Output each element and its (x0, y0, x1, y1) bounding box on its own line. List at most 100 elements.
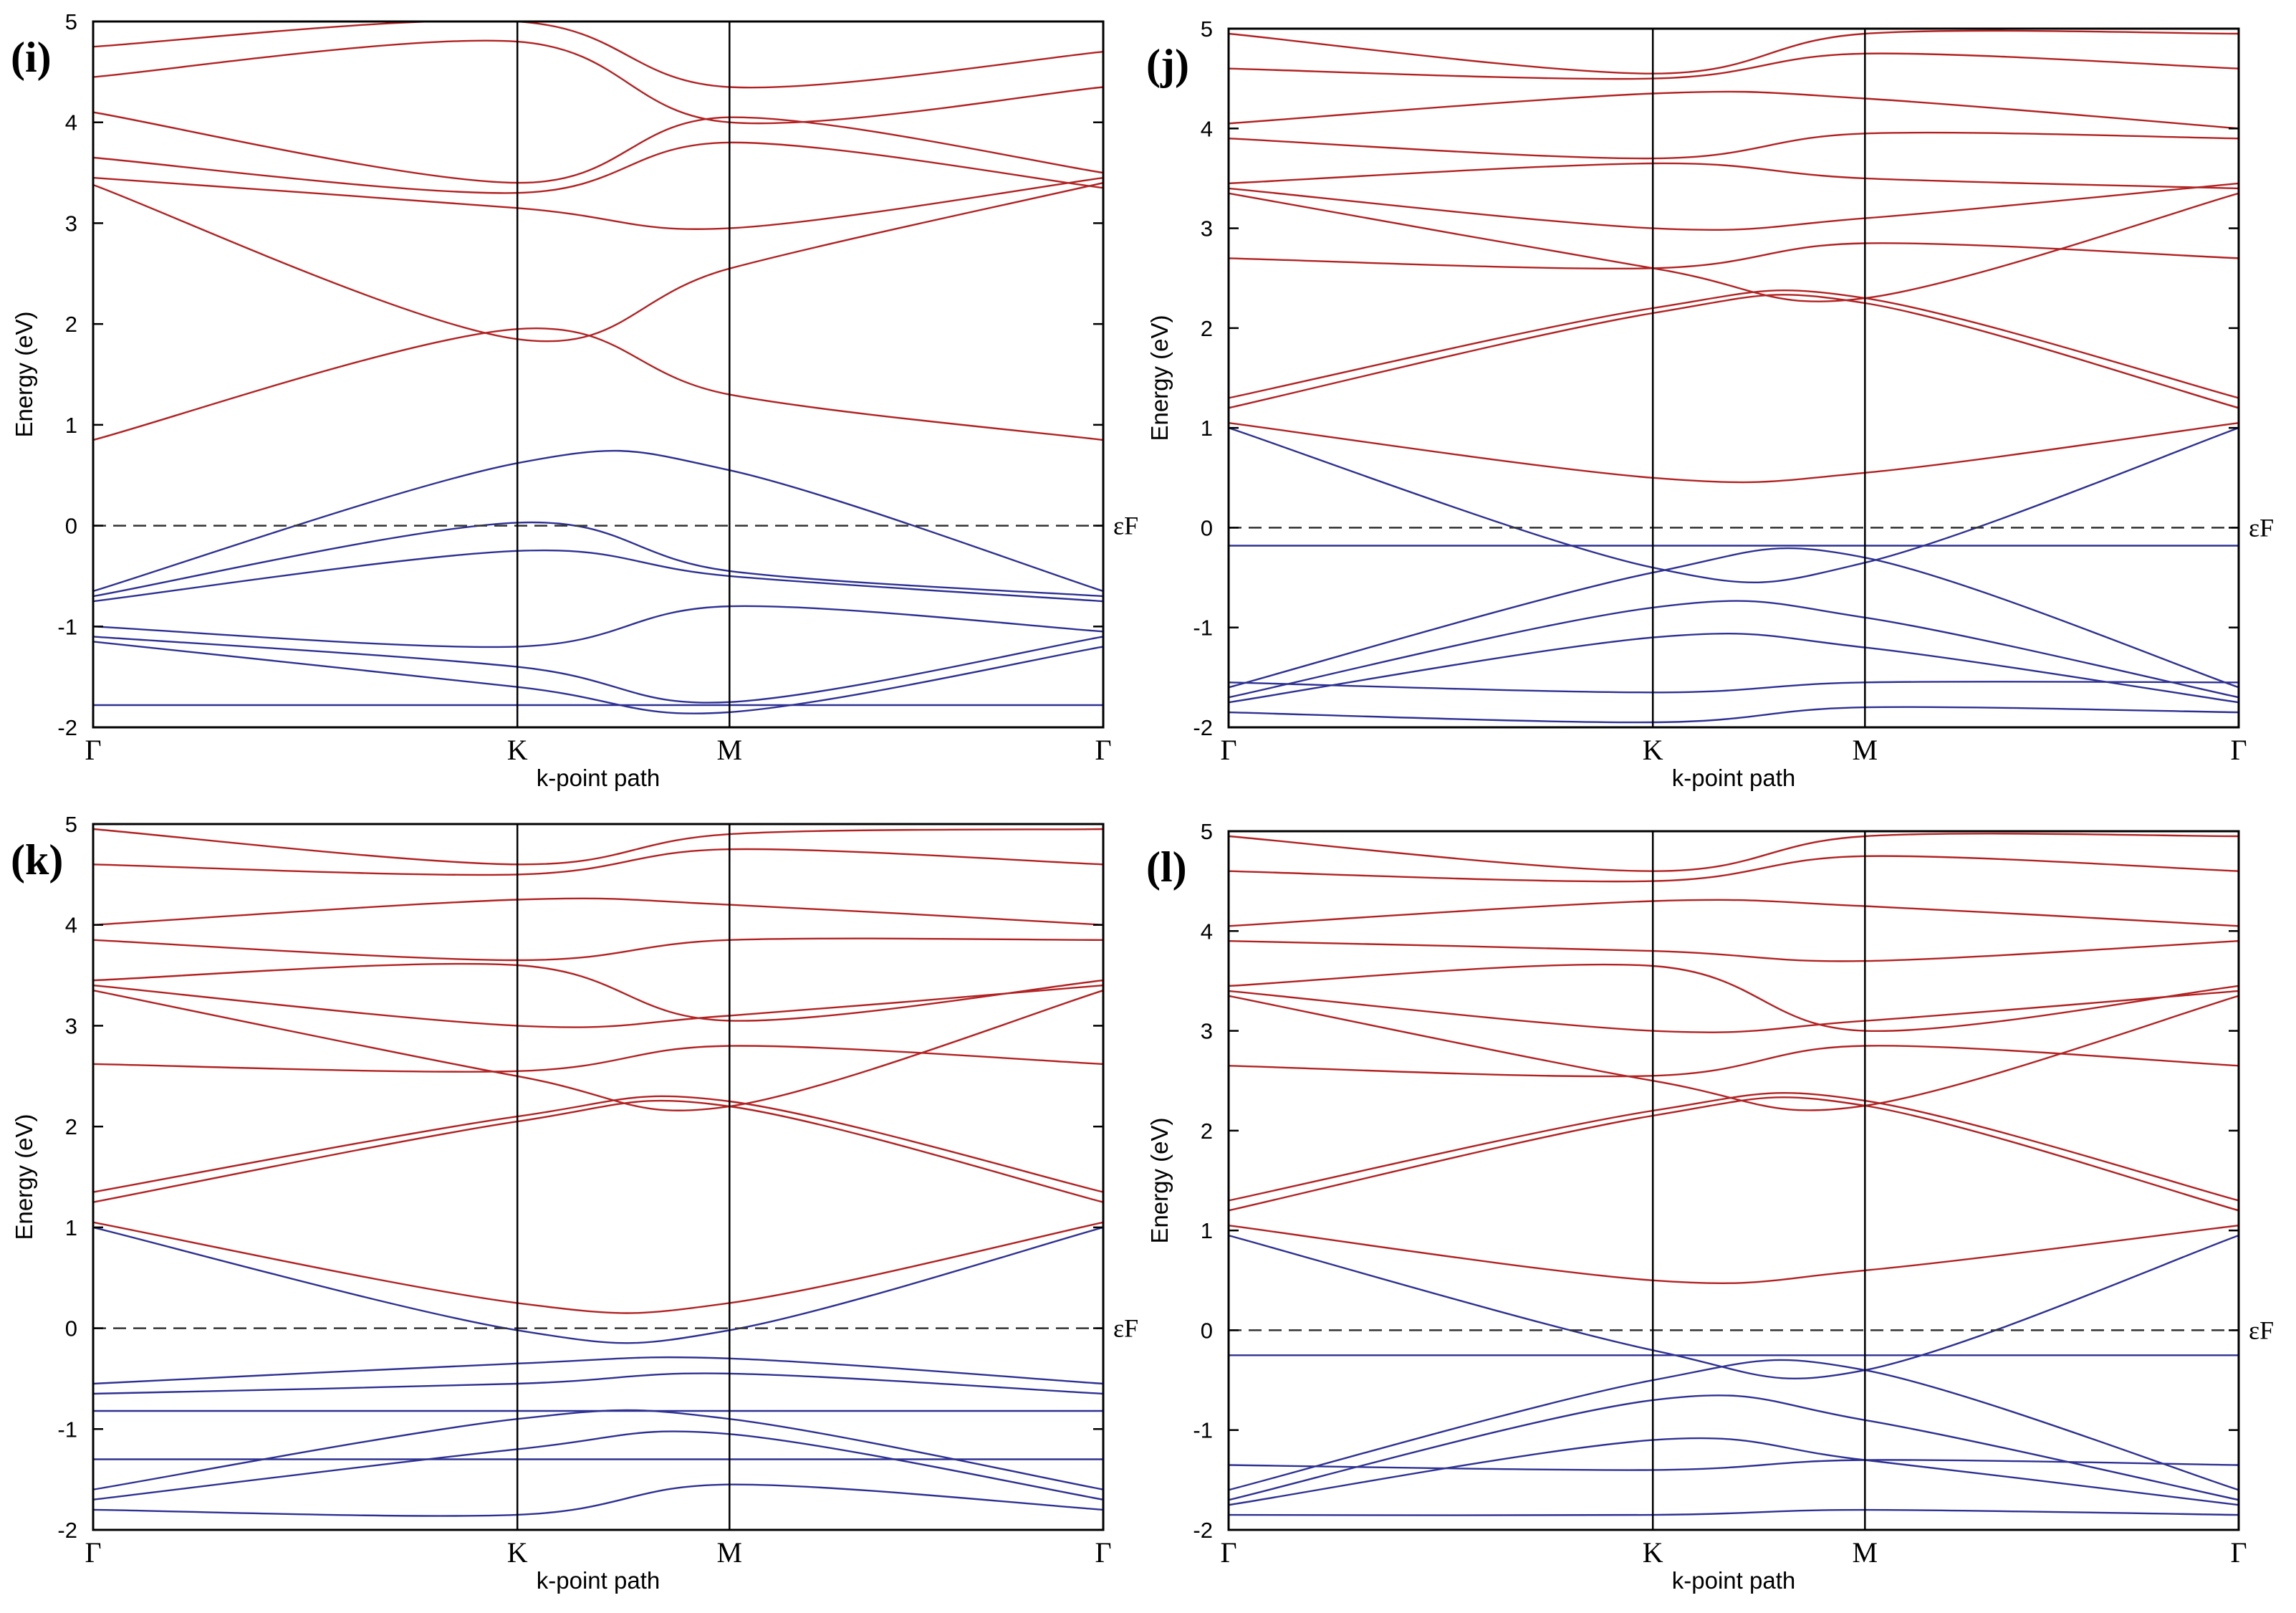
bands-group (1229, 833, 2239, 1516)
panel-label: (j) (1146, 41, 1189, 88)
k-point-label: M (1853, 734, 1878, 766)
k-point-label: Γ (1220, 1536, 1236, 1569)
y-tick-label: 4 (1201, 116, 1213, 141)
conduction-band-line (1229, 1096, 2239, 1212)
x-axis-title: k-point path (537, 765, 660, 791)
conduction-band-line (1229, 940, 2239, 962)
conduction-band-line (1229, 182, 2239, 231)
conduction-band-line (1229, 833, 2239, 872)
k-point-label: K (1643, 1536, 1663, 1569)
conduction-band-line (93, 828, 1103, 866)
fermi-level-label: εF (1113, 1314, 1138, 1343)
conduction-band-line (1229, 1225, 2239, 1285)
valence-band-line (1229, 1359, 2239, 1491)
conduction-band-line (93, 21, 1103, 89)
band-panel-2: -2 -1 0 1 2 3 4 5 Γ K M Γk-point path Energy (eV) (k)… (11, 812, 1138, 1594)
k-point-label: Γ (1095, 734, 1111, 766)
y-tick-label: 0 (1201, 1318, 1213, 1343)
valence-band-line (1229, 1437, 2239, 1506)
y-tick-label: -2 (1193, 715, 1213, 740)
valence-band-line (1229, 1508, 2239, 1516)
conduction-band-line (93, 176, 1103, 230)
y-tick-label: -1 (57, 1417, 77, 1442)
y-tick-label: 0 (65, 1316, 77, 1341)
y-tick-label: 3 (1201, 216, 1213, 241)
fermi-level-label: εF (2249, 1316, 2274, 1344)
valence-band-line (93, 1430, 1103, 1500)
conduction-band-line (93, 897, 1103, 926)
conduction-band-line (1229, 963, 2239, 1033)
valence-band-line (1229, 1459, 2239, 1471)
y-tick-label: 4 (1201, 919, 1213, 944)
conduction-band-line (93, 937, 1103, 962)
y-tick-label: 2 (65, 312, 77, 337)
y-tick-label: 5 (1201, 16, 1213, 42)
k-point-label: K (507, 734, 528, 766)
valence-band-line (1229, 547, 2239, 689)
plot-frame (92, 20, 1105, 729)
valence-band-line (1229, 600, 2239, 699)
conduction-band-line (93, 848, 1103, 876)
panel-label: (l) (1146, 843, 1187, 891)
valence-band-line (93, 1483, 1103, 1517)
conduction-band-line (93, 962, 1103, 1022)
plot-frame (1227, 27, 2240, 729)
conduction-band-line (1229, 995, 2239, 1111)
band-panel-0: -2 -1 0 1 2 3 4 5 Γ K M Γk-point path Energy (eV) (i)… (11, 9, 1138, 791)
conduction-band-line (93, 327, 1103, 441)
y-tick-label: 3 (65, 211, 77, 236)
k-point-label: Γ (2230, 1536, 2247, 1569)
y-tick-label: 5 (1201, 819, 1213, 844)
y-axis-title: Energy (eV) (11, 311, 37, 437)
valence-band-line (93, 1226, 1103, 1344)
fermi-level-label: εF (2249, 513, 2274, 542)
conduction-band-line (1229, 294, 2239, 409)
valence-band-line (1229, 426, 2239, 584)
conduction-band-line (1229, 29, 2239, 75)
k-point-label: M (1853, 1536, 1878, 1569)
bands-group (93, 828, 1103, 1517)
conduction-band-line (1229, 162, 2239, 190)
y-tick-label: -1 (57, 614, 77, 639)
k-point-label: Γ (85, 734, 101, 766)
valence-band-line (93, 1372, 1103, 1395)
conduction-band-line (1229, 289, 2239, 399)
valence-band-line (1229, 681, 2239, 694)
bands-group (1229, 29, 2239, 724)
conduction-band-line (1229, 90, 2239, 130)
k-point-label: Γ (2230, 734, 2247, 766)
y-tick-label: -1 (1193, 1418, 1213, 1443)
y-tick-label: 2 (1201, 1119, 1213, 1144)
conduction-band-line (1229, 131, 2239, 160)
conduction-band-line (93, 1221, 1103, 1314)
y-axis-title: Energy (eV) (11, 1114, 37, 1240)
conduction-band-line (1229, 192, 2239, 302)
y-tick-label: -2 (57, 715, 77, 740)
y-axis-title: Energy (eV) (1146, 315, 1173, 441)
y-tick-label: 1 (1201, 416, 1213, 441)
y-axis-title: Energy (eV) (1146, 1117, 1173, 1243)
conduction-band-line (1229, 1092, 2239, 1202)
conduction-band-line (93, 1095, 1103, 1193)
y-tick-label: 1 (65, 1215, 77, 1240)
valence-band-line (93, 1409, 1103, 1490)
k-point-label: Γ (85, 1536, 101, 1569)
y-tick-label: 0 (1201, 515, 1213, 540)
panel-label: (k) (11, 836, 63, 884)
band-panel-1: -2 -1 0 1 2 3 4 5 Γ K M Γk-point path Energy (eV) (j)… (1146, 16, 2274, 791)
plot-frame (92, 823, 1105, 1531)
y-tick-label: 2 (65, 1114, 77, 1139)
valence-band-line (93, 636, 1103, 704)
k-point-label: K (1643, 734, 1663, 766)
valence-band-line (93, 641, 1103, 714)
conduction-band-line (1229, 1045, 2239, 1078)
valence-band-line (1229, 1234, 2239, 1379)
y-tick-label: 2 (1201, 316, 1213, 341)
y-tick-label: 1 (65, 413, 77, 438)
conduction-band-line (93, 990, 1103, 1112)
x-axis-title: k-point path (1672, 1567, 1795, 1594)
valence-band-line (93, 549, 1103, 603)
plot-frame (1227, 830, 2240, 1531)
y-tick-label: 3 (1201, 1019, 1213, 1044)
y-tick-label: 0 (65, 514, 77, 539)
